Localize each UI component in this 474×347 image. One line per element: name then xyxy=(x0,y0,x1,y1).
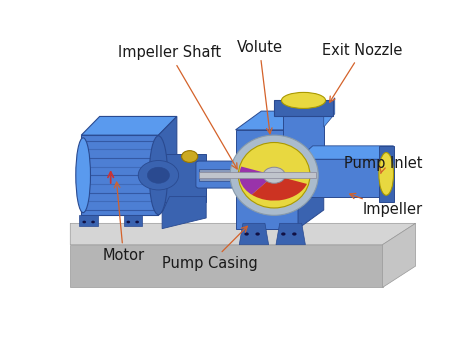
Polygon shape xyxy=(324,98,335,127)
Circle shape xyxy=(82,221,86,223)
Polygon shape xyxy=(158,154,206,202)
Circle shape xyxy=(263,167,285,183)
Ellipse shape xyxy=(238,143,310,208)
Polygon shape xyxy=(383,223,416,287)
Ellipse shape xyxy=(230,135,318,215)
Polygon shape xyxy=(70,245,383,287)
Ellipse shape xyxy=(149,136,168,215)
Bar xyxy=(199,169,246,180)
Polygon shape xyxy=(239,223,269,245)
Polygon shape xyxy=(236,130,298,229)
Polygon shape xyxy=(274,100,333,117)
Polygon shape xyxy=(276,223,305,245)
Circle shape xyxy=(245,232,249,236)
Circle shape xyxy=(292,232,297,236)
Polygon shape xyxy=(298,146,393,159)
Text: Volute: Volute xyxy=(237,40,283,134)
Circle shape xyxy=(147,167,170,183)
Polygon shape xyxy=(236,111,324,130)
Ellipse shape xyxy=(76,138,91,213)
Ellipse shape xyxy=(379,153,393,195)
Polygon shape xyxy=(82,117,177,135)
Circle shape xyxy=(135,221,139,223)
Wedge shape xyxy=(252,175,307,201)
FancyBboxPatch shape xyxy=(196,161,246,188)
Polygon shape xyxy=(162,197,206,229)
Bar xyxy=(199,172,316,178)
Circle shape xyxy=(127,221,130,223)
Text: Impeller Shaft: Impeller Shaft xyxy=(118,45,237,169)
Text: Impeller: Impeller xyxy=(350,193,423,218)
Circle shape xyxy=(281,232,285,236)
Polygon shape xyxy=(283,111,324,154)
Text: Motor: Motor xyxy=(102,182,145,263)
Polygon shape xyxy=(158,117,177,215)
FancyBboxPatch shape xyxy=(124,215,142,226)
Circle shape xyxy=(91,221,95,223)
Text: Exit Nozzle: Exit Nozzle xyxy=(322,43,403,102)
Polygon shape xyxy=(82,135,158,215)
Circle shape xyxy=(138,161,179,190)
FancyBboxPatch shape xyxy=(80,215,98,226)
Ellipse shape xyxy=(282,92,326,108)
Polygon shape xyxy=(298,111,324,229)
Polygon shape xyxy=(70,223,416,245)
Text: Pump Inlet: Pump Inlet xyxy=(345,156,423,174)
Wedge shape xyxy=(239,167,274,195)
Polygon shape xyxy=(379,146,393,202)
Text: Pump Casing: Pump Casing xyxy=(162,226,258,271)
Circle shape xyxy=(182,151,198,162)
Circle shape xyxy=(255,232,260,236)
Polygon shape xyxy=(298,159,379,197)
